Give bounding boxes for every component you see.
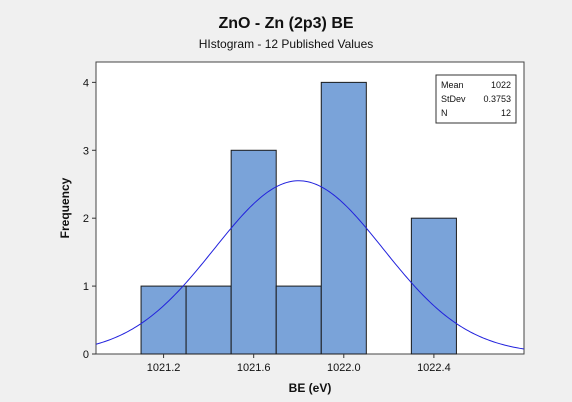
legend-box [435, 74, 517, 124]
y-tick-label: 0 [83, 349, 89, 361]
chart-subtitle: HIstogram - 12 Published Values [199, 37, 374, 51]
chart-title: ZnO - Zn (2p3) BE [218, 15, 353, 32]
legend-value-mean: 1022 [491, 80, 511, 90]
legend-value-n: 12 [501, 108, 511, 118]
stats-legend: Mean 1022 StDev 0.3753 N 12 [435, 74, 517, 124]
x-axis: 1021.2 1021.6 1022.0 1022.4 [147, 354, 451, 374]
histogram-bar-2 [185, 285, 232, 355]
bars-group [140, 81, 457, 355]
histogram-bar-3 [230, 149, 277, 355]
x-tick-label: 1021.2 [147, 362, 181, 374]
y-tick-label: 4 [83, 77, 89, 89]
y-tick-label: 1 [83, 281, 89, 293]
legend-label-stdev: StDev [441, 94, 466, 104]
histogram-bar-7 [410, 217, 457, 355]
x-tick-label: 1022.4 [417, 362, 451, 374]
normal-curve [95, 180, 525, 350]
y-axis-label: Frequency [58, 177, 72, 238]
y-tick-label: 3 [83, 145, 89, 157]
legend-value-stdev: 0.3753 [483, 94, 511, 104]
histogram-bar-5 [320, 81, 367, 355]
x-tick-label: 1021.6 [237, 362, 271, 374]
histogram-bar-4 [275, 285, 322, 355]
legend-label-n: N [441, 108, 448, 118]
legend-label-mean: Mean [441, 80, 464, 90]
y-tick-label: 2 [83, 213, 89, 225]
x-tick-label: 1022.0 [327, 362, 361, 374]
x-axis-label: BE (eV) [289, 381, 332, 395]
y-axis: 0 1 2 3 4 [83, 77, 96, 361]
histogram-bar-1 [140, 285, 187, 355]
